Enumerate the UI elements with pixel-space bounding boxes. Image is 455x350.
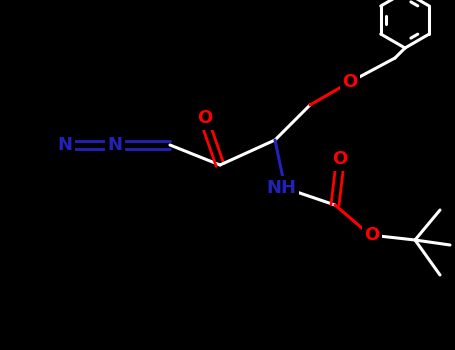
Text: O: O: [342, 73, 358, 91]
Text: O: O: [332, 150, 348, 168]
Text: O: O: [197, 109, 212, 127]
Text: NH: NH: [266, 179, 296, 197]
Text: N: N: [107, 136, 122, 154]
Text: N: N: [57, 136, 72, 154]
Text: O: O: [364, 226, 379, 244]
